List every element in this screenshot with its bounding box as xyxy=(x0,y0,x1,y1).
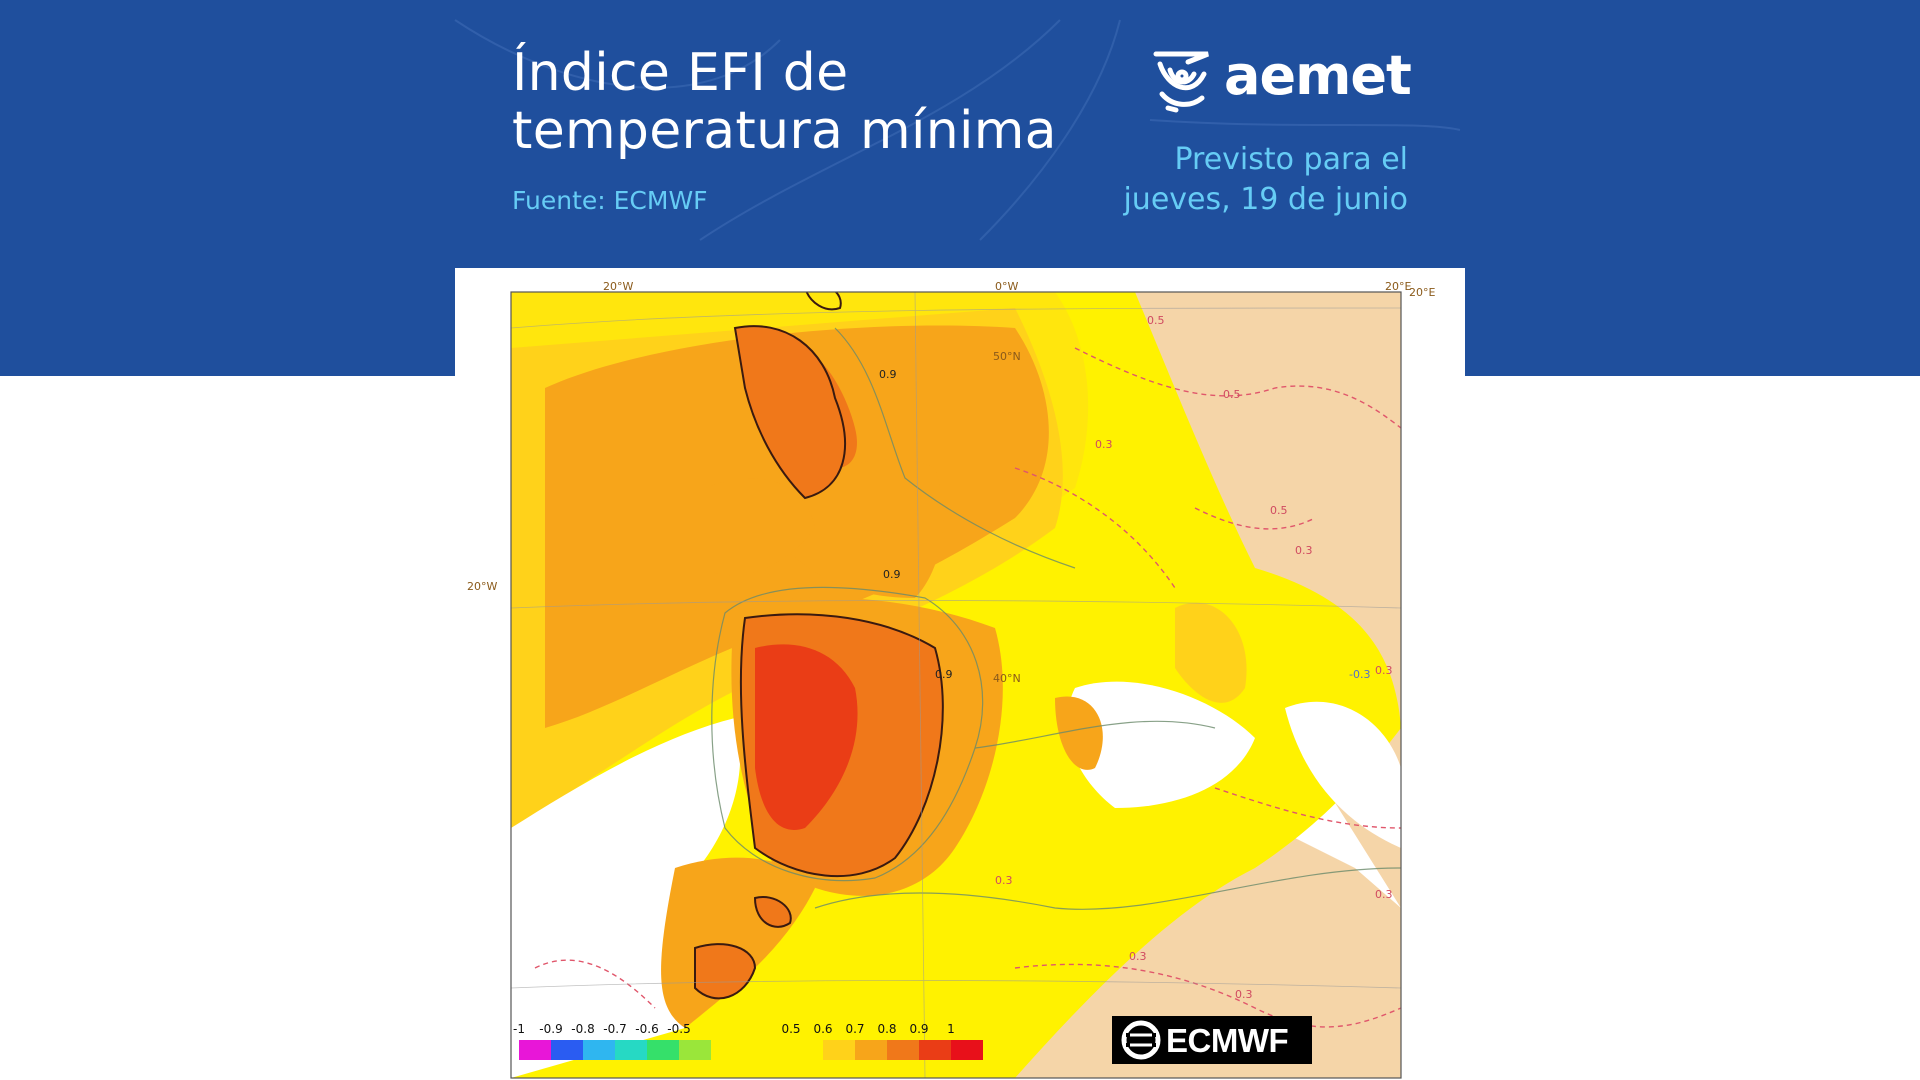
colorbar-tick-label: 0.7 xyxy=(845,1022,865,1036)
colorbar-tick-label: 0.8 xyxy=(877,1022,897,1036)
title-line-1: Índice EFI de xyxy=(512,43,849,103)
colorbar-tick-label: -0.8 xyxy=(571,1022,595,1036)
contour-lines xyxy=(694,292,944,1000)
colorbar-swatch-negative xyxy=(615,1040,647,1060)
coastlines xyxy=(711,327,1401,910)
contour-label: 0.3 xyxy=(1129,950,1147,963)
colorbar-tick-label: -0.7 xyxy=(603,1022,627,1036)
forecast-line-1: Previsto para el xyxy=(1174,142,1408,177)
colorbar-tick-label: -1 xyxy=(513,1022,525,1036)
aemet-spiral-icon xyxy=(1153,51,1209,113)
graticule-label-left: 20°W xyxy=(467,580,498,593)
forecast-date: Previsto para el jueves, 19 de junio xyxy=(1123,140,1408,220)
contour-label: 0.9 xyxy=(879,368,897,381)
efi-field xyxy=(511,292,1401,1078)
graticule xyxy=(511,292,1401,1078)
colorbar-swatch-positive xyxy=(919,1040,951,1060)
efi-map xyxy=(510,291,1402,1079)
colorbar-tick-label: 0.9 xyxy=(909,1022,929,1036)
dashed-contours xyxy=(534,347,1401,1028)
contour-label: 0.5 xyxy=(1270,504,1288,517)
source-label: Fuente: ECMWF xyxy=(512,186,708,215)
contour-label: 0.3 xyxy=(1235,988,1253,1001)
graticule-label-top-right-b: 20°E xyxy=(1409,286,1436,299)
colorbar-tick-label: -0.6 xyxy=(635,1022,659,1036)
colorbar-tick-label: -0.9 xyxy=(539,1022,563,1036)
colorbar-swatch-negative xyxy=(583,1040,615,1060)
contour-label: 0.5 xyxy=(1223,388,1241,401)
graticule-label-lat-lower: 40°N xyxy=(993,672,1021,685)
forecast-line-2: jueves, 19 de junio xyxy=(1123,182,1408,217)
ecmwf-icon xyxy=(1121,1020,1161,1060)
graticule-label-top-center: 0°W xyxy=(995,280,1019,293)
graticule-label-top-right: 20°E xyxy=(1385,280,1412,293)
ecmwf-wordmark: ECMWF xyxy=(1166,1022,1289,1059)
colorbar-swatch-negative xyxy=(519,1040,551,1060)
graticule-label-top-left: 20°W xyxy=(603,280,634,293)
contour-label: 0.3 xyxy=(995,874,1013,887)
contour-label: 0.9 xyxy=(883,568,901,581)
colorbar-tick-label: 1 xyxy=(947,1022,955,1036)
ecmwf-logo: ECMWF xyxy=(1112,1016,1312,1064)
efi-map-panel: 20°W 0°W 20°E 20°E 20°W 50°N 40°N 0.9 0.… xyxy=(455,268,1465,1080)
aemet-logo: aemet xyxy=(1148,44,1412,114)
contour-label: 0.3 xyxy=(1375,888,1393,901)
colorbar-tick-label: -0.5 xyxy=(667,1022,691,1036)
colorbar-swatch-positive xyxy=(855,1040,887,1060)
colorbar-swatch-negative xyxy=(679,1040,711,1060)
contour-label: 0.3 xyxy=(1375,664,1393,677)
title-line-2: temperatura mínima xyxy=(512,101,1057,161)
graticule-label-lat-upper: 50°N xyxy=(993,350,1021,363)
page-title: Índice EFI de temperatura mínima xyxy=(512,44,1057,160)
colorbar-swatch-negative xyxy=(647,1040,679,1060)
colorbar-swatch-positive xyxy=(791,1040,823,1060)
contour-label: -0.3 xyxy=(1349,668,1371,681)
colorbar xyxy=(519,1040,983,1060)
contour-label: 0.5 xyxy=(1147,314,1165,327)
band-decoration xyxy=(454,19,1461,241)
colorbar-swatch-negative xyxy=(551,1040,583,1060)
contour-label: 0.3 xyxy=(1295,544,1313,557)
colorbar-tick-label: 0.6 xyxy=(813,1022,833,1036)
contour-label: 0.9 xyxy=(935,668,953,681)
colorbar-swatch-positive xyxy=(951,1040,983,1060)
colorbar-tick-label: 0.5 xyxy=(781,1022,801,1036)
colorbar-swatch-positive xyxy=(887,1040,919,1060)
contour-label: 0.3 xyxy=(1095,438,1113,451)
aemet-wordmark: aemet xyxy=(1224,44,1412,107)
colorbar-swatch-positive xyxy=(823,1040,855,1060)
colorbar-ticks: -1 -0.9 -0.8 -0.7 -0.6 -0.5 0.5 0.6 0.7 0.8 0.9 1 xyxy=(513,1020,1119,1080)
